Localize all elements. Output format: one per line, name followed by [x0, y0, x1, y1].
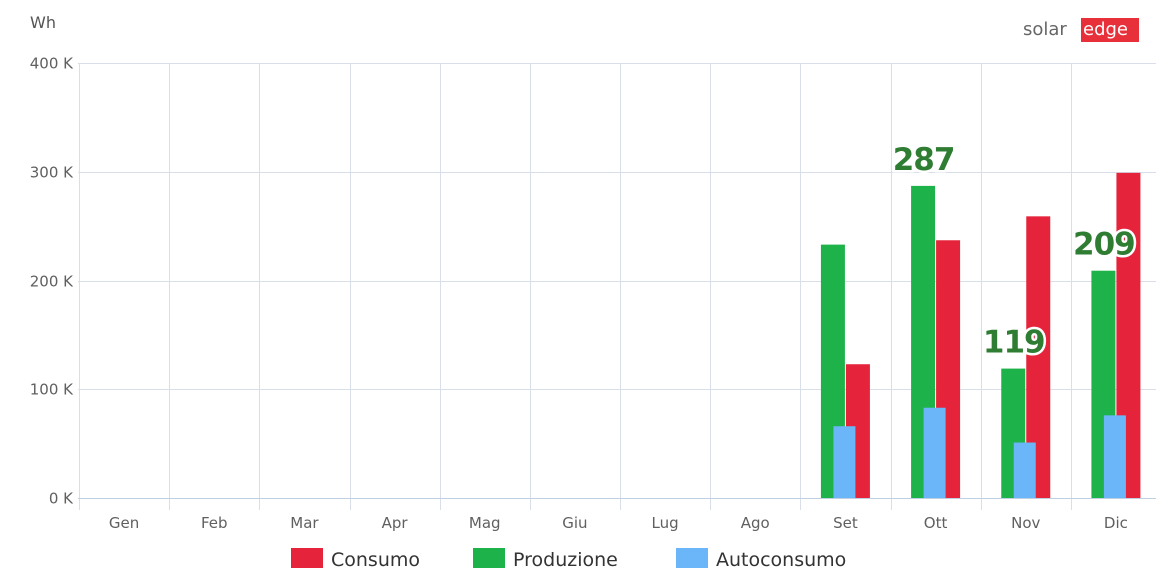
bars: [820, 172, 1141, 498]
legend-swatch-produzione: [473, 548, 505, 568]
x-tick-label: Apr: [382, 514, 409, 532]
legend-label-autoconsumo: Autoconsumo: [716, 549, 846, 570]
y-tick-label: 200 K: [30, 273, 74, 291]
legend-label-consumo: Consumo: [331, 549, 420, 570]
y-unit-label: Wh: [30, 13, 56, 32]
x-tick-label: Ago: [741, 514, 770, 532]
bar-autoconsumo-nov: [1013, 442, 1036, 498]
x-tick-label: Feb: [201, 514, 228, 532]
data-labels: 287 119 209: [890, 139, 1138, 363]
logo-edge-background: [1081, 18, 1139, 42]
bar-autoconsumo-dic: [1103, 415, 1126, 498]
grid: [78, 63, 1156, 510]
x-tick-label: Lug: [652, 514, 679, 532]
x-tick-label: Dic: [1104, 514, 1128, 532]
x-tick-label: Set: [833, 514, 858, 532]
y-tick-label: 300 K: [30, 164, 74, 182]
y-tick-label: 100 K: [30, 381, 74, 399]
data-label-dic: 209: [1073, 227, 1135, 263]
x-tick-label: Mag: [469, 514, 501, 532]
data-label-nov: 119: [983, 325, 1045, 361]
x-tick-label: Giu: [562, 514, 587, 532]
x-tick-label: Ott: [924, 514, 948, 532]
x-tick-label: Mar: [290, 514, 319, 532]
data-label-ott: 287: [893, 142, 955, 178]
legend-swatch-consumo: [291, 548, 323, 568]
bar-autoconsumo-set: [833, 426, 856, 498]
bar-autoconsumo-ott: [923, 407, 946, 498]
x-tick-label: Nov: [1011, 514, 1040, 532]
legend-swatch-autoconsumo: [676, 548, 708, 568]
legend: Consumo Produzione Autoconsumo: [291, 548, 846, 570]
legend-label-produzione: Produzione: [513, 549, 618, 570]
x-tick-label: Gen: [109, 514, 139, 532]
axes: 0 K 100 K 200 K 300 K 400 K Gen Feb Mar Apr Mag Gi…: [30, 55, 1156, 532]
solaredge-logo: solar edge: [1023, 18, 1139, 42]
y-tick-label: 0 K: [49, 490, 74, 508]
logo-text-solar: solar: [1023, 19, 1067, 40]
y-tick-label: 400 K: [30, 55, 74, 73]
logo-text-edge: edge: [1083, 19, 1128, 40]
